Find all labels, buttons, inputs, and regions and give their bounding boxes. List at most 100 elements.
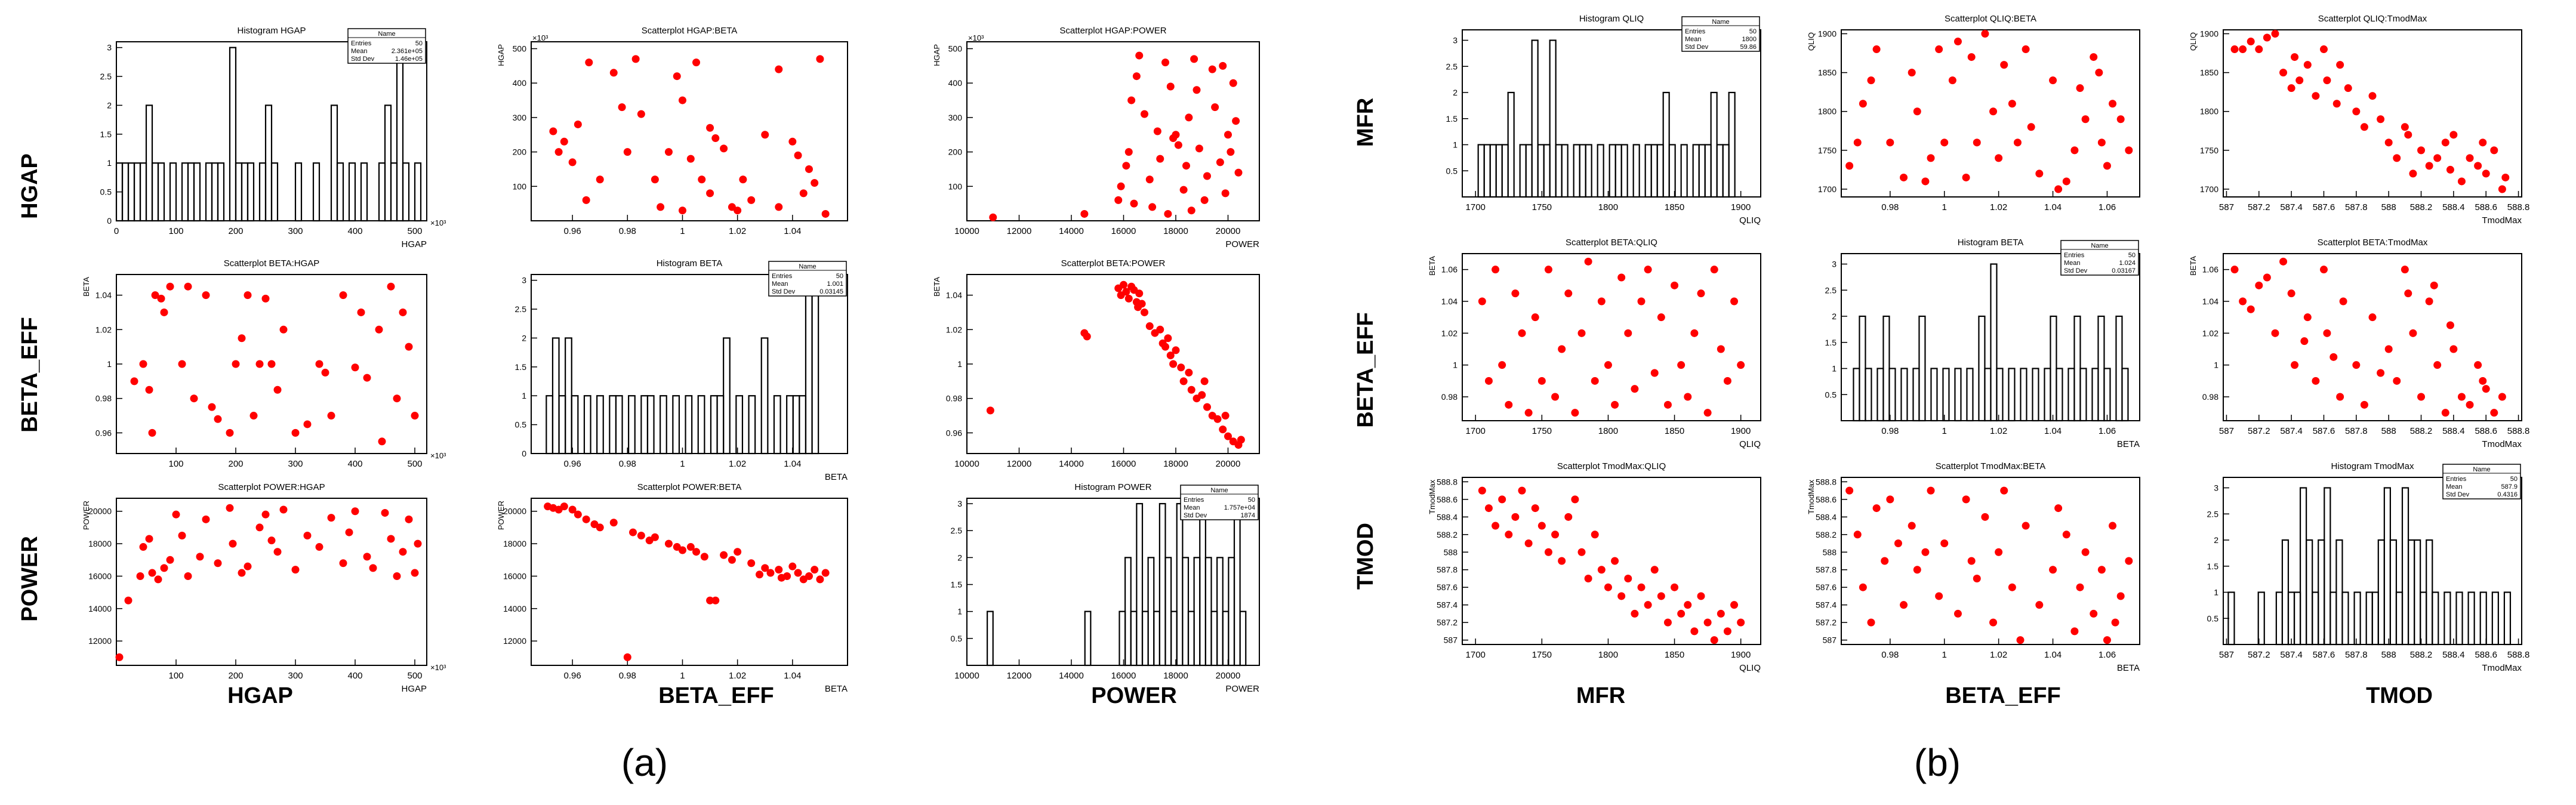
data-point (1935, 592, 1943, 600)
x-tick-label: 16000 (1111, 459, 1136, 469)
data-point (2291, 53, 2299, 61)
data-point (1164, 334, 1172, 343)
chart-b32: Scatterplot TmodMax:BETA 0.98 1 1.02 1.04 1.0… (1807, 461, 2140, 673)
y-tick-label: 2 (522, 333, 526, 343)
x-tick-label: 587.4 (2280, 426, 2303, 436)
y-tick-label: 1.06 (1441, 265, 1458, 274)
data-point (1853, 531, 1862, 539)
histogram-bar (157, 162, 165, 222)
data-point (1584, 574, 1592, 582)
x-tick-label: 1800 (1598, 426, 1618, 436)
data-point (1677, 361, 1686, 369)
data-point (1161, 58, 1169, 67)
data-point (720, 551, 728, 559)
y-tick-label: 400 (948, 78, 963, 88)
data-point (1657, 592, 1665, 600)
y-tick-label: 1850 (1818, 68, 1837, 78)
y-tick-label: 3 (957, 499, 962, 508)
x-tick-label: 18000 (1163, 671, 1188, 681)
data-point (664, 539, 673, 548)
y-tick-label: 1700 (2200, 184, 2218, 194)
data-point (1221, 189, 1230, 198)
y-tick-label: 587.2 (1816, 618, 1837, 627)
data-point (1948, 76, 1956, 85)
data-point (1684, 393, 1692, 401)
data-point (1531, 313, 1539, 322)
x-tick-label: 300 (288, 226, 303, 236)
x-tick-label: 10000 (954, 671, 979, 681)
x-axis-title: TmodMax (2482, 663, 2522, 673)
x-tick-label: 1750 (1532, 202, 1552, 212)
data-point (1505, 531, 1513, 539)
data-point (363, 553, 371, 561)
x-tick-label: 400 (347, 226, 362, 236)
data-point (2230, 266, 2239, 274)
histogram-bar (1585, 144, 1592, 198)
data-point (585, 58, 593, 67)
data-point (244, 291, 252, 300)
histogram-bar (229, 47, 237, 222)
data-point (1229, 79, 1237, 87)
data-point (2368, 92, 2377, 100)
data-point (2474, 162, 2482, 170)
data-point (1544, 548, 1552, 556)
x-tick-label: 16000 (1111, 671, 1136, 681)
histogram-bar (1084, 610, 1092, 667)
x-tick-label: 587.8 (2345, 650, 2368, 660)
data-point (1853, 138, 1862, 147)
stats-value: 2.361e+05 (392, 48, 423, 55)
histogram-bar (628, 395, 636, 455)
data-point (267, 360, 276, 368)
data-point (1156, 325, 1164, 334)
x-tick-label: 587.2 (2248, 650, 2270, 660)
x-tick-label: 1.04 (2044, 426, 2062, 436)
chart-title: Scatterplot BETA:TmodMax (2318, 238, 2428, 248)
col-label-a-2: BETA_EFF (658, 683, 774, 708)
data-point (678, 546, 686, 554)
y-tick-label: 588 (1444, 547, 1458, 557)
data-point (1989, 618, 1998, 627)
data-point (2109, 100, 2117, 108)
data-point (2409, 329, 2417, 337)
data-point (1577, 548, 1586, 556)
data-point (1913, 566, 1921, 574)
y-tick-label: 588.4 (1437, 512, 1458, 522)
data-point (2097, 566, 2106, 574)
chart-b33: Histogram TmodMax 587 587.2 587.4 587.6 587.8… (2207, 461, 2530, 673)
data-point (2279, 257, 2288, 266)
data-point (1717, 609, 1725, 618)
data-point (1478, 297, 1486, 306)
data-point (2263, 273, 2271, 282)
y-tick-label: 1.04 (95, 291, 112, 300)
x-tick-label: 10000 (954, 226, 979, 236)
x-tick-label: 0.98 (619, 226, 636, 236)
chart-title: Scatterplot TmodMax:BETA (1936, 461, 2046, 471)
data-point (1219, 425, 1227, 434)
data-point (1130, 199, 1138, 208)
data-point (130, 377, 138, 385)
y-tick-label: 2 (957, 553, 962, 562)
data-point (2116, 592, 2125, 600)
chart-title: Scatterplot TmodMax:QLIQ (1557, 461, 1666, 471)
data-point (1677, 609, 1686, 618)
stats-key: Std Dev (2064, 267, 2088, 274)
data-point (1617, 592, 1626, 600)
data-point (2457, 177, 2466, 186)
y-tick-label: 500 (513, 44, 527, 54)
data-point (1135, 51, 1144, 60)
data-point (1224, 131, 1232, 139)
data-point (756, 570, 764, 579)
chart-title: Histogram POWER (1074, 482, 1151, 492)
data-point (151, 291, 159, 300)
x-tick-label: 1.02 (1990, 202, 2007, 212)
plot-frame (531, 498, 848, 666)
data-point (1962, 495, 1970, 504)
data-point (1187, 385, 1195, 394)
data-point (1227, 148, 1235, 156)
stats-value: 587.9 (2501, 483, 2518, 491)
x-tick-label: 0.96 (564, 459, 581, 469)
data-point (1845, 162, 1854, 170)
data-point (692, 58, 701, 67)
y-tick-label: 1.02 (95, 325, 112, 334)
